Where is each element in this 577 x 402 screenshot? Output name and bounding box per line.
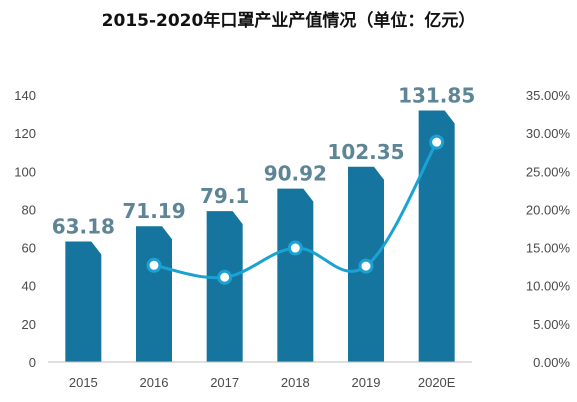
- y-left-tick: 80: [22, 202, 36, 217]
- y-left-tick: 60: [22, 241, 36, 256]
- data-label-2019: 102.35: [327, 140, 404, 164]
- y-right-tick: 25.00%: [526, 164, 571, 179]
- axes: 0 20 40 60 80 100 120 140 0.00% 5.00% 10.00% 15.00%…: [14, 88, 570, 390]
- bar-2020E: [418, 110, 455, 362]
- y-left-tick: 40: [22, 279, 36, 294]
- y-right-tick: 15.00%: [526, 241, 571, 256]
- bar-2016: [136, 226, 172, 362]
- growth-point-2020E: [429, 134, 445, 150]
- growth-line-series: [146, 134, 445, 285]
- x-tick: 2019: [352, 375, 381, 390]
- x-tick: 2016: [140, 375, 169, 390]
- growth-point-2018: [287, 240, 303, 256]
- y-right-tick: 30.00%: [526, 126, 571, 141]
- data-label-2018: 90.92: [264, 162, 327, 186]
- x-tick: 2020E: [418, 375, 456, 390]
- y-right-tick: 5.00%: [533, 317, 570, 332]
- x-tick: 2018: [281, 375, 310, 390]
- y-right-tick: 10.00%: [526, 279, 571, 294]
- y-left-tick: 120: [14, 126, 36, 141]
- x-tick: 2015: [69, 375, 98, 390]
- y-left-tick: 0: [29, 355, 36, 370]
- growth-line: [153, 141, 438, 280]
- y-right-tick: 35.00%: [526, 88, 571, 103]
- y-left-tick: 140: [14, 88, 36, 103]
- growth-point-2017: [217, 269, 233, 285]
- y-right-tick: 0.00%: [533, 355, 570, 370]
- y-right-tick: 20.00%: [526, 202, 571, 217]
- bar-2015: [65, 241, 102, 362]
- bar-2017: [206, 211, 243, 362]
- data-label-2017: 79.1: [200, 184, 249, 208]
- data-label-2015: 63.18: [52, 215, 115, 239]
- growth-point-2019: [358, 258, 374, 274]
- data-label-2016: 71.19: [122, 199, 185, 223]
- x-tick: 2017: [210, 375, 239, 390]
- growth-point-2016: [146, 257, 162, 273]
- y-left-tick: 20: [22, 317, 36, 332]
- data-label-2020E: 131.85: [398, 84, 475, 108]
- y-left-tick: 100: [14, 164, 36, 179]
- bar-2018: [277, 188, 314, 362]
- chart-title: 2015-2020年口罩产业产值情况（单位：亿元）: [101, 11, 476, 31]
